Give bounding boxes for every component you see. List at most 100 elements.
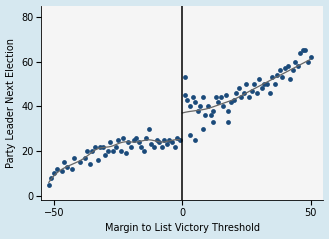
Point (223, 93, 229, 97)
Point (146, 127, 152, 130)
Point (300, 49, 306, 52)
Point (64, 165, 69, 168)
Point (139, 145, 144, 148)
Point (231, 98, 236, 102)
Point (77, 160, 82, 164)
Point (192, 138, 198, 142)
Point (226, 109, 231, 113)
Point (282, 66, 288, 70)
Point (100, 145, 105, 148)
Point (292, 60, 298, 63)
Point (82, 156, 88, 160)
Point (236, 87, 241, 90)
Point (295, 64, 300, 68)
Point (228, 100, 234, 104)
Point (87, 163, 92, 166)
Point (154, 138, 159, 142)
Point (259, 87, 265, 90)
Point (157, 140, 162, 144)
Point (90, 149, 95, 153)
Point (105, 149, 111, 153)
Point (277, 69, 282, 72)
Point (123, 151, 128, 155)
Point (95, 158, 100, 162)
Point (72, 156, 77, 160)
Point (144, 136, 149, 140)
Point (151, 145, 157, 148)
Point (49, 176, 54, 180)
Point (177, 138, 182, 142)
Point (187, 104, 192, 108)
Point (128, 145, 134, 148)
Point (162, 138, 167, 142)
Point (211, 120, 216, 124)
Point (275, 73, 280, 77)
Point (208, 113, 213, 117)
Point (115, 138, 121, 142)
Point (211, 109, 216, 113)
Point (167, 138, 172, 142)
Point (290, 69, 295, 72)
Point (218, 95, 223, 99)
Point (118, 149, 123, 153)
Point (172, 145, 177, 148)
Point (280, 75, 285, 79)
Point (234, 91, 239, 95)
Point (126, 140, 131, 144)
Point (203, 113, 208, 117)
Point (131, 138, 136, 142)
Point (59, 169, 64, 173)
Point (288, 77, 293, 81)
Point (113, 145, 118, 148)
Point (272, 82, 277, 86)
Point (251, 82, 257, 86)
Point (141, 149, 146, 153)
Point (182, 75, 188, 79)
Point (249, 89, 254, 92)
Point (149, 142, 154, 146)
Point (46, 183, 51, 186)
Point (239, 95, 244, 99)
Point (51, 172, 57, 175)
Point (241, 91, 246, 95)
Point (254, 91, 259, 95)
Point (85, 149, 90, 153)
Point (134, 136, 139, 140)
Point (182, 93, 188, 97)
Point (257, 77, 262, 81)
Point (97, 145, 103, 148)
Point (213, 95, 218, 99)
Point (285, 64, 290, 68)
Point (200, 127, 205, 130)
Point (246, 95, 252, 99)
Point (215, 100, 221, 104)
Point (264, 82, 269, 86)
Point (226, 120, 231, 124)
X-axis label: Margin to List Victory Threshold: Margin to List Victory Threshold (105, 223, 260, 234)
Point (205, 104, 211, 108)
Point (308, 55, 313, 59)
Point (195, 109, 200, 113)
Point (136, 140, 141, 144)
Point (303, 49, 308, 52)
Point (298, 51, 303, 54)
Point (267, 91, 272, 95)
Point (62, 160, 67, 164)
Point (185, 98, 190, 102)
Point (192, 100, 198, 104)
Point (92, 145, 98, 148)
Point (159, 145, 164, 148)
Point (174, 136, 180, 140)
Point (54, 167, 59, 171)
Point (269, 75, 275, 79)
Point (108, 140, 113, 144)
Point (198, 104, 203, 108)
Point (305, 60, 311, 63)
Point (69, 167, 75, 171)
Point (121, 136, 126, 140)
Point (164, 142, 169, 146)
Point (110, 149, 115, 153)
Point (187, 133, 192, 137)
Point (262, 82, 267, 86)
Point (169, 140, 175, 144)
